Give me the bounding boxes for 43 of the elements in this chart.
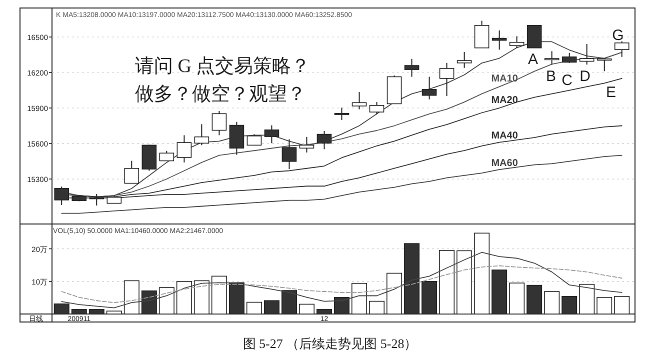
annotation: 做多？做空？观望？ <box>135 83 306 105</box>
annotation: C <box>562 72 573 89</box>
candlestick <box>159 150 174 162</box>
candlestick <box>562 52 577 64</box>
series-label: MA10 <box>491 74 518 85</box>
candlestick <box>124 160 140 184</box>
line-series <box>61 154 622 214</box>
candlestick <box>614 40 630 58</box>
caption: 图 5-27 （后续走势见图 5-28） <box>242 336 418 351</box>
candlestick <box>282 138 297 170</box>
candlestick <box>369 102 384 115</box>
annotation: A <box>528 51 538 68</box>
candlestick <box>334 107 350 120</box>
candlestick <box>142 144 157 172</box>
candlestick <box>176 134 192 163</box>
series-label: MA40 <box>491 130 518 142</box>
candlestick <box>579 43 594 66</box>
candlestick <box>316 130 332 150</box>
candlestick <box>439 62 454 97</box>
candlestick <box>509 36 524 48</box>
line-series <box>61 265 622 304</box>
series-label: MA20 <box>491 95 518 106</box>
line-series <box>61 252 622 308</box>
candlestick <box>352 92 367 110</box>
annotation: D <box>580 68 591 85</box>
candlestick <box>264 124 280 144</box>
annotation: G <box>612 27 624 44</box>
candlestick <box>246 134 262 146</box>
candlestick <box>474 20 490 48</box>
candlestick <box>422 76 437 100</box>
annotation: E <box>606 84 616 101</box>
candlestick <box>544 50 560 66</box>
candlestick <box>596 58 612 72</box>
candlestick <box>456 51 472 68</box>
candlestick <box>194 124 210 146</box>
candlestick <box>526 25 542 48</box>
candlestick <box>229 121 244 156</box>
annotation: B <box>546 68 556 85</box>
annotation: 请问 G 点交易策略？ <box>135 55 310 77</box>
series-label: MA60 <box>491 158 518 169</box>
candlestick <box>299 136 314 154</box>
candlestick <box>212 110 227 136</box>
candlestick <box>404 58 420 78</box>
